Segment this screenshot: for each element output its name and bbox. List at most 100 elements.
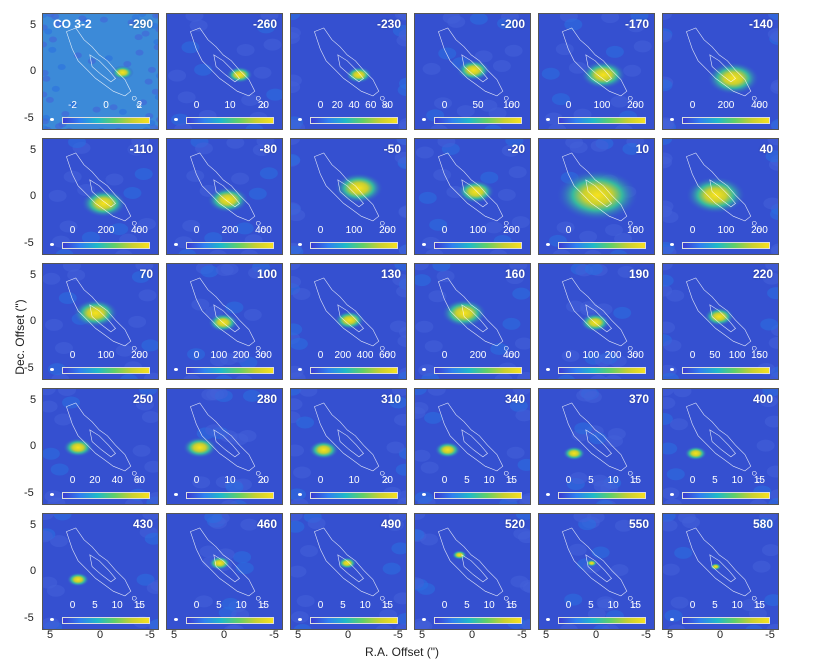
galaxy-contour [190,402,256,472]
colorbar-tick-label: 10 [224,100,236,111]
colorbar-tick-label: 0 [193,225,200,236]
noise-patch [69,101,78,108]
inner-contour [709,54,736,83]
y-tick-label: 0 [30,65,37,77]
noise-patch [105,173,124,186]
map-background [43,514,158,629]
noise-patch [428,290,447,303]
contour-knot [379,345,385,351]
contour-knot [503,470,509,476]
colorbar-ticks: 0 5 10 15 [310,600,398,614]
emission-peak [182,436,217,459]
colorbar-tick-label: 20 [257,475,269,486]
noise-patch [389,320,406,333]
noise-patch [236,44,255,57]
galaxy-contour [686,152,752,222]
colorbar-tick-label: 10 [607,600,619,611]
noise-patch [395,463,406,476]
noise-patch [500,14,519,23]
noise-patch [144,532,158,545]
noise-patch [506,446,525,459]
colorbar [558,492,646,499]
noise-patch [183,374,201,379]
colorbar-ticks: 0 100 200 300 [186,350,274,364]
colorbar-tick-label: 10 [235,600,247,611]
noise-patch [556,221,575,234]
colorbar-ticks: 0 50 100 150 [682,350,770,364]
noise-patch [427,389,446,396]
contour-knot [632,227,638,233]
noise-patch [192,476,211,489]
colorbar-tick-label: 0 [193,100,200,111]
colorbar-tick-label: 0 [689,475,696,486]
colorbar-ticks: 0 100 200 [558,100,646,114]
noise-patch [552,249,571,254]
x-tick-label: -5 [269,629,279,641]
line-label: CO 3-2 [53,17,92,31]
noise-patch [504,44,523,57]
noise-patch [663,139,673,146]
noise-patch [568,543,587,556]
beam-ellipse [298,368,302,371]
noise-patch [200,265,219,278]
inner-contour [337,304,364,333]
noise-patch [186,169,205,182]
colorbar-tick-label: 20 [257,100,269,111]
noise-patch [131,139,150,148]
noise-patch [194,142,213,155]
noise-patch [307,517,326,530]
noise-patch [45,96,54,103]
noise-patch [415,618,431,629]
colorbar-tick-label: 50 [472,100,484,111]
emission-peak [63,438,94,457]
emission-peak [81,189,127,218]
inner-contour [337,429,364,458]
noise-patch [132,444,151,457]
noise-patch [291,245,304,254]
noise-patch [630,14,649,22]
channel-map-image [415,14,530,129]
inner-contour [89,304,116,333]
noise-patch [396,612,406,625]
noise-patch [43,75,51,82]
contour-knot [632,477,638,483]
colorbar-tick-label: 0 [689,600,696,611]
noise-patch [609,249,628,254]
x-tick-label: -5 [765,629,775,641]
contour-knot [379,595,385,601]
colorbar-tick-label: 5 [712,600,718,611]
noise-patch [398,244,406,254]
contour-knot [379,220,385,226]
noise-patch [397,14,406,20]
beam-ellipse [670,243,674,246]
beam-ellipse [546,118,550,121]
noise-patch [442,14,461,24]
noise-patch [509,399,528,412]
colorbar-tick-label: 0 [193,600,200,611]
noise-patch [398,371,406,379]
noise-patch [663,412,673,425]
noise-patch [53,514,72,521]
noise-patch [424,340,443,353]
noise-patch [564,593,583,606]
noise-patch [415,389,427,396]
noise-patch [135,264,154,272]
noise-patch [240,249,258,254]
colorbar-ticks: 0 100 200 [62,350,150,364]
contour-knot [627,95,633,101]
noise-patch [291,209,306,222]
noise-patch [155,26,158,33]
noise-patch [291,264,301,271]
colorbar-tick-label: 100 [97,350,115,361]
colorbar-ticks: 0 10 20 [310,475,398,489]
emission-peak [73,299,119,328]
colorbar-tick-label: 0 [441,475,448,486]
noise-patch [424,411,443,424]
colorbar-tick-label: 200 [334,350,352,361]
noise-patch [215,264,234,276]
beam-ellipse [50,493,54,496]
noise-patch [663,339,682,352]
y-tick-label: 0 [30,565,37,577]
noise-patch [44,490,63,503]
noise-patch [178,249,197,254]
